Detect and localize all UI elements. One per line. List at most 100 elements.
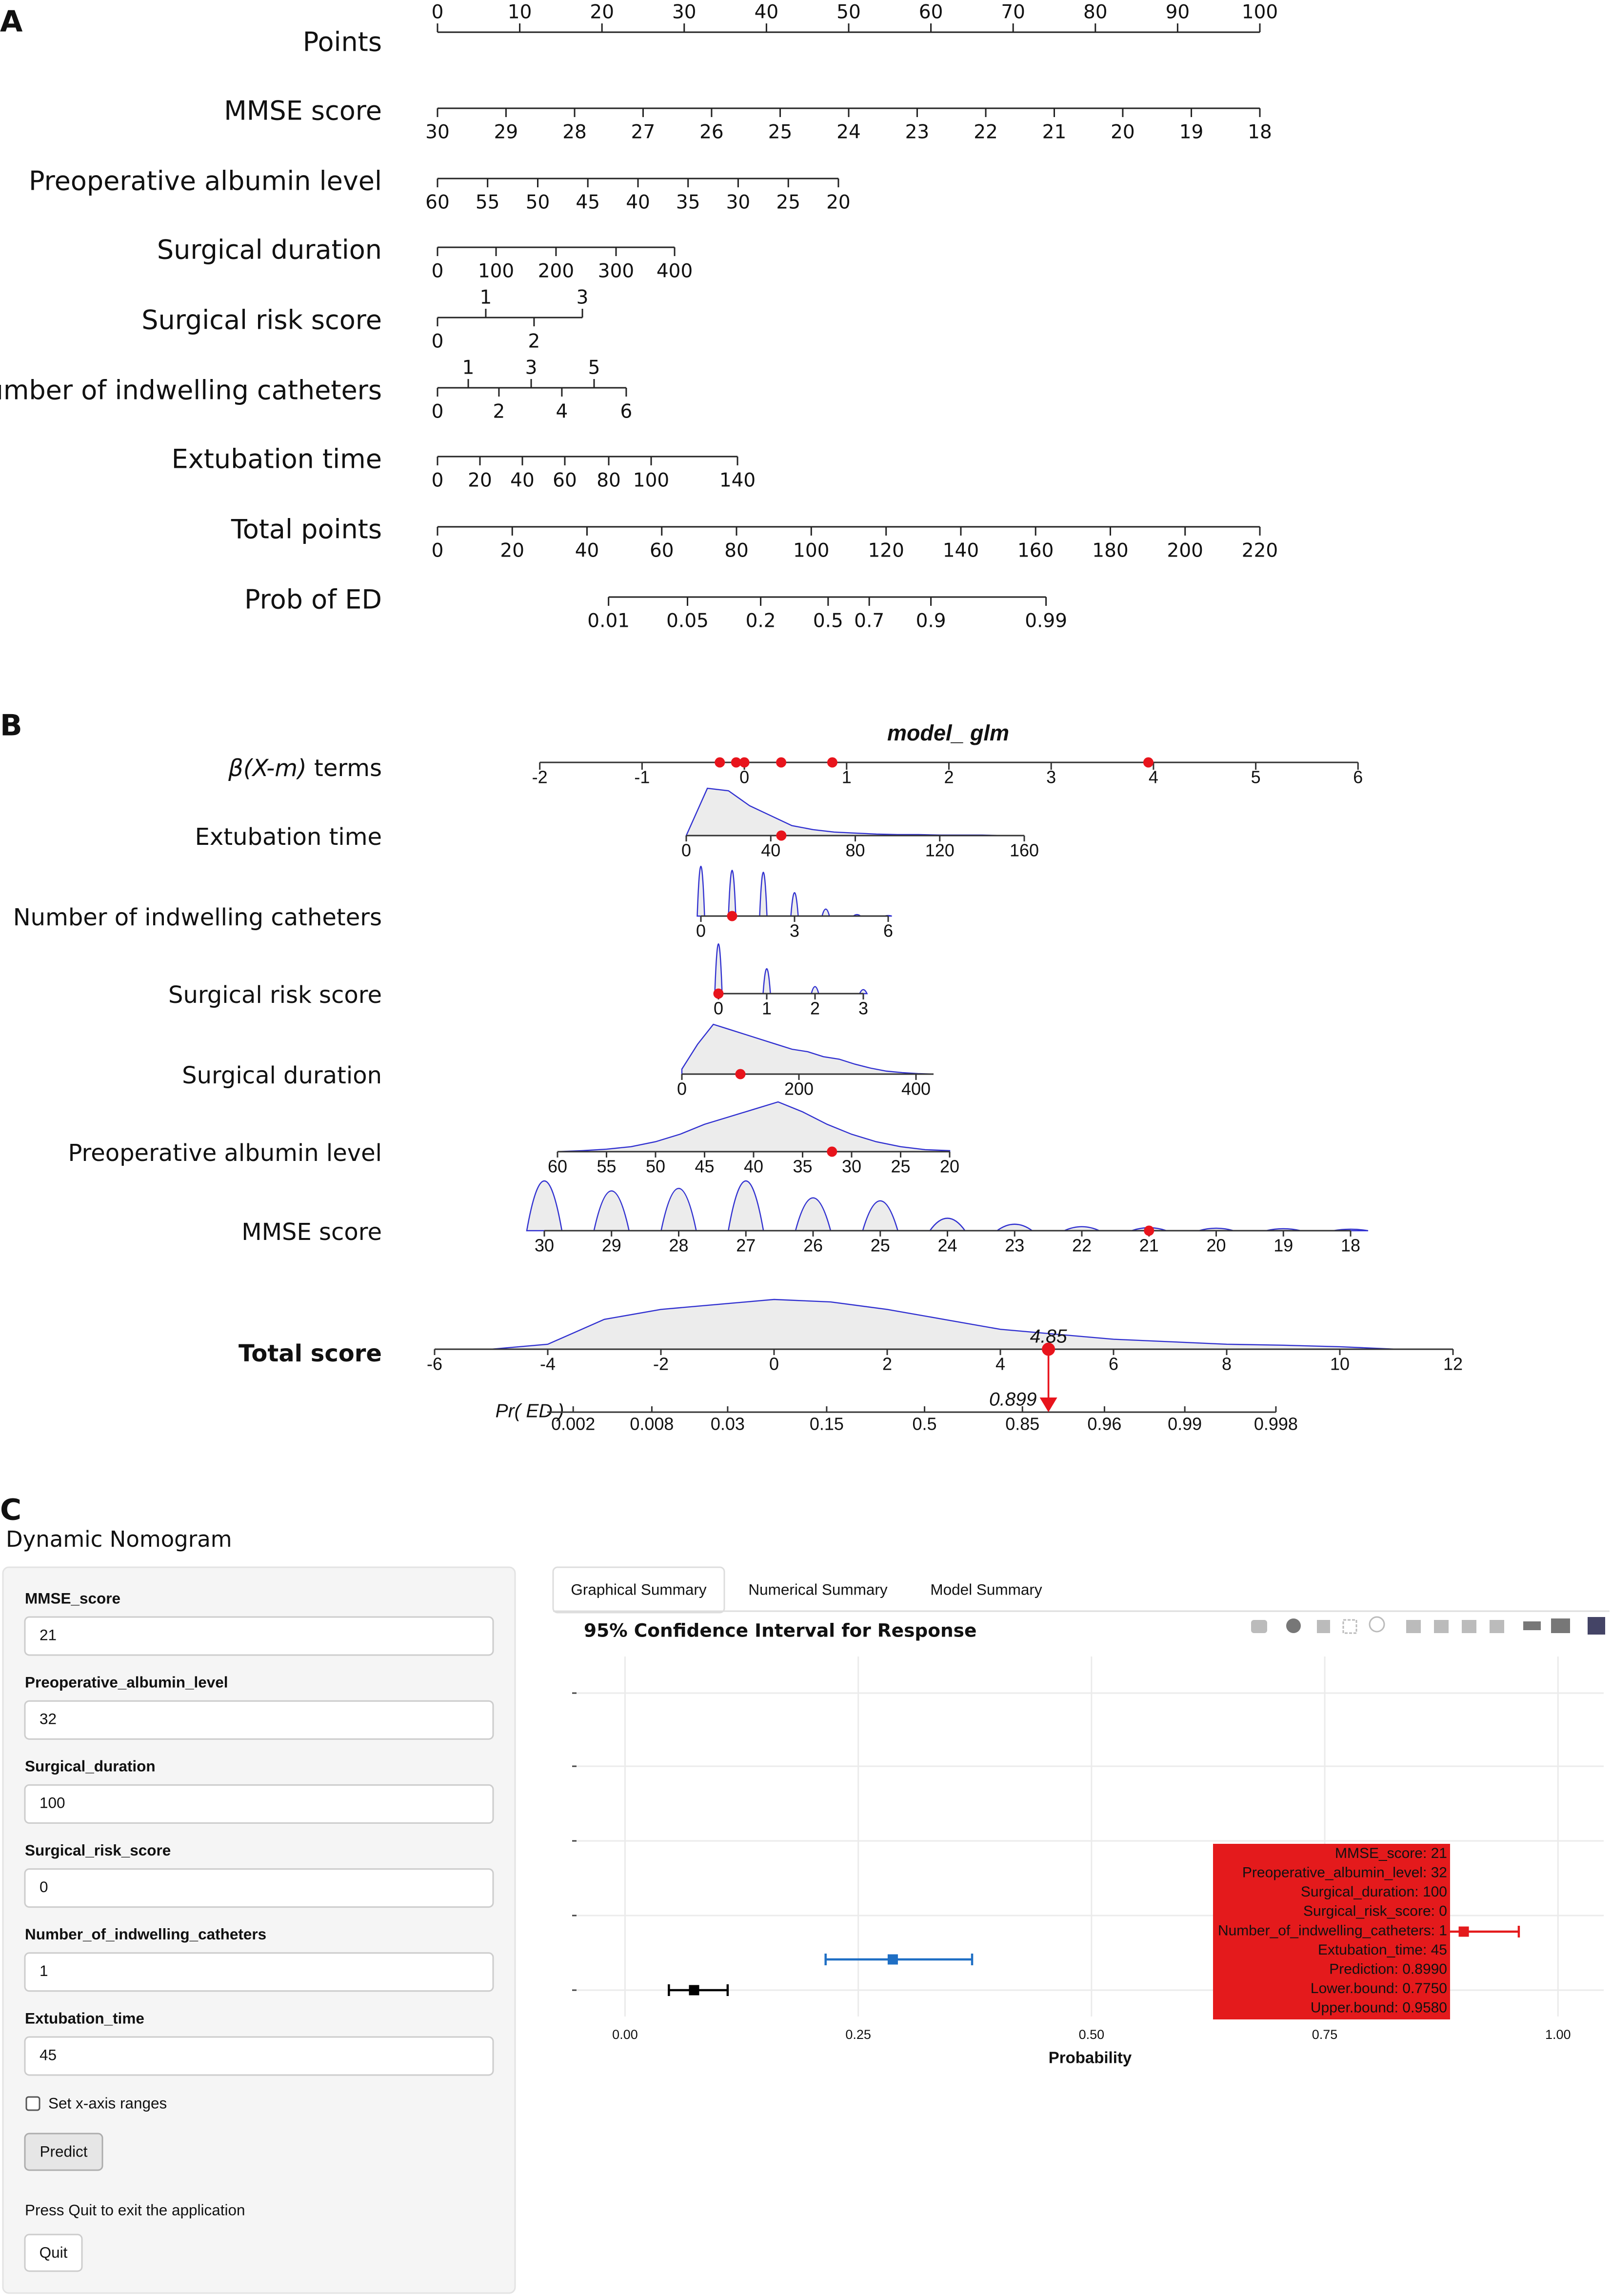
- tick-label: 0: [739, 767, 749, 787]
- tick-label: 0.15: [810, 1414, 844, 1434]
- tick-label: 3: [858, 998, 868, 1018]
- x-tick-label: 0.25: [845, 2027, 871, 2042]
- checkbox[interactable]: [25, 2096, 40, 2111]
- input-value: 45: [40, 2046, 57, 2063]
- tab-label[interactable]: Numerical Summary: [748, 1580, 887, 1598]
- tick-label: 0: [696, 921, 706, 941]
- tick-label: 20: [826, 192, 851, 214]
- tick-label: 22: [974, 121, 998, 143]
- tick-label: 19: [1274, 1235, 1293, 1255]
- tick-label: 30: [842, 1156, 861, 1176]
- tick-label: 20: [1111, 121, 1135, 143]
- tick-label: 55: [597, 1156, 616, 1176]
- tick-label: 21: [1042, 121, 1067, 143]
- density: [434, 1298, 1453, 1350]
- tick-label: 70: [1001, 1, 1025, 23]
- tick-label: 40: [510, 470, 535, 492]
- tick-label: 0.05: [666, 610, 709, 632]
- icon[interactable]: [1489, 1619, 1504, 1633]
- input-value: 21: [40, 1626, 57, 1643]
- icon[interactable]: [1316, 1619, 1330, 1633]
- tooltip-line: MMSE_score: 21: [1335, 1845, 1447, 1861]
- predict-label: Predict: [40, 2142, 87, 2160]
- input-box[interactable]: [24, 1616, 494, 1656]
- tick-label: 80: [597, 470, 621, 492]
- panel-label: B: [0, 709, 22, 743]
- tick-label: 4: [995, 1354, 1005, 1374]
- tick-label: 40: [575, 540, 599, 562]
- tab-label[interactable]: Graphical Summary: [571, 1580, 706, 1598]
- tick-label: 29: [602, 1235, 621, 1255]
- icon[interactable]: [1587, 1617, 1605, 1635]
- tick-label: 3: [1046, 767, 1056, 787]
- input-box[interactable]: [24, 1784, 494, 1824]
- tick-label: 25: [776, 192, 800, 214]
- tick-label: 400: [657, 260, 693, 282]
- model-title: model_ glm: [887, 720, 1009, 745]
- tick-label: 2: [810, 998, 820, 1018]
- icon[interactable]: [1342, 1619, 1357, 1634]
- tick-label: 35: [793, 1156, 812, 1176]
- input-box[interactable]: [24, 1952, 494, 1992]
- density: [929, 1218, 966, 1232]
- icon[interactable]: [1461, 1619, 1476, 1633]
- row-label: Extubation time: [172, 444, 382, 475]
- tick-label: 26: [699, 121, 724, 143]
- tick-label: 40: [755, 1, 779, 23]
- icon[interactable]: [1251, 1619, 1267, 1633]
- tooltip-line: Extubation_time: 45: [1318, 1942, 1447, 1958]
- input-box[interactable]: [24, 1868, 494, 1908]
- tab-label[interactable]: Model Summary: [930, 1580, 1042, 1598]
- icon[interactable]: [1286, 1618, 1301, 1633]
- input-value: 1: [40, 1962, 48, 1979]
- icon[interactable]: [1551, 1618, 1570, 1633]
- tick-label: 30: [425, 121, 450, 143]
- tick-label: 20: [590, 1, 614, 23]
- tick-label: 8: [1222, 1354, 1232, 1374]
- tick-label: -2: [653, 1354, 669, 1374]
- tick-label: 20: [468, 470, 492, 492]
- tick-label: 6: [1109, 1354, 1118, 1374]
- tick-label: -4: [540, 1354, 556, 1374]
- icon[interactable]: [1523, 1621, 1541, 1630]
- tick-label: 60: [553, 470, 577, 492]
- row-label: Surgical duration: [157, 235, 382, 265]
- tick-label: 60: [425, 192, 450, 214]
- tick-label: 100: [633, 470, 669, 492]
- quit-label: Quit: [40, 2243, 68, 2261]
- icon[interactable]: [1433, 1619, 1449, 1633]
- tick-label: 45: [695, 1156, 714, 1176]
- icon[interactable]: [1369, 1616, 1385, 1633]
- active-tab[interactable]: [552, 1566, 725, 1614]
- tick-label: 22: [1072, 1235, 1092, 1255]
- tick-label: 2: [528, 331, 540, 353]
- tick-label: 100: [793, 540, 829, 562]
- value-dot: [1144, 1225, 1154, 1236]
- value-dot: [727, 911, 737, 921]
- tooltip-line: Lower.bound: 0.7750: [1311, 1980, 1447, 1997]
- density: [660, 1188, 697, 1232]
- icon[interactable]: [1406, 1619, 1421, 1633]
- row-label: Preoperative albumin level: [29, 166, 382, 197]
- tick-label: 29: [494, 121, 518, 143]
- value-dot: [713, 988, 724, 999]
- tick-label: 0.7: [854, 610, 884, 632]
- input-box[interactable]: [24, 2036, 494, 2076]
- toolbar: [1251, 1616, 1605, 1635]
- tick-label: 4: [556, 401, 568, 423]
- tick-label: 10: [1330, 1354, 1350, 1374]
- row-label: Surgical duration: [182, 1062, 382, 1089]
- predict-button[interactable]: [24, 2133, 103, 2171]
- tick-label: 200: [1167, 540, 1203, 562]
- quit-button[interactable]: [24, 2234, 83, 2272]
- term-dot: [1143, 757, 1154, 768]
- point: [1458, 1926, 1469, 1937]
- tick-label: 30: [535, 1235, 554, 1255]
- tick-label: 20: [500, 540, 524, 562]
- input-label: Extubation_time: [25, 2009, 144, 2027]
- tick-label: 23: [905, 121, 930, 143]
- tick-label: 2: [944, 767, 954, 787]
- tick-label: 6: [1353, 767, 1363, 787]
- density: [862, 1200, 899, 1232]
- input-box[interactable]: [24, 1700, 494, 1740]
